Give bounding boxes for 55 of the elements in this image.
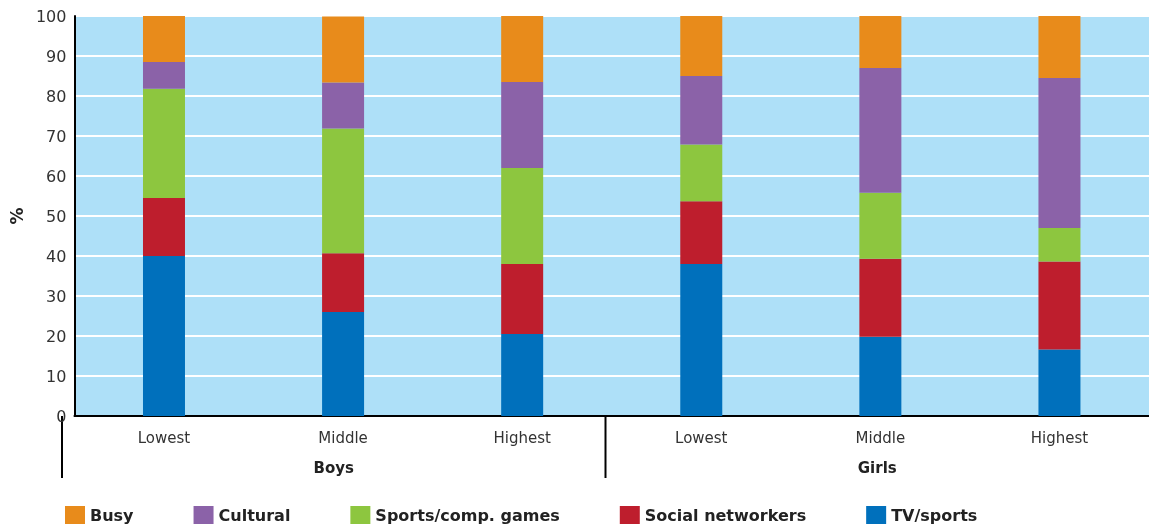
bar [501, 82, 544, 168]
legend-label: Social networkers [644, 505, 807, 525]
x-tick-label: Middle [318, 428, 368, 447]
bar [322, 312, 365, 416]
bar [859, 336, 902, 416]
bar [501, 16, 544, 82]
y-tick-label: 90 [46, 46, 67, 66]
bar [142, 198, 185, 256]
y-tick-label: 0 [56, 406, 67, 426]
bar [501, 264, 544, 334]
y-tick-label: 10 [46, 366, 67, 386]
bar [859, 192, 902, 259]
bar [322, 82, 365, 129]
bar [501, 168, 544, 264]
legend-label: Sports/comp. games [375, 505, 560, 525]
bar [680, 76, 723, 145]
bar [142, 16, 185, 62]
bar [142, 88, 185, 198]
bar [322, 16, 365, 83]
x-tick-label: Middle [855, 428, 906, 447]
y-tick-label: 20 [46, 326, 67, 346]
bar [1038, 78, 1081, 228]
y-axis-title: % [6, 207, 27, 225]
text: Boys [313, 459, 355, 477]
y-tick-label: 80 [46, 86, 67, 106]
bar [142, 256, 185, 416]
bar [859, 258, 902, 337]
x-tick-label: Lowest [137, 428, 191, 447]
bar [859, 68, 902, 193]
y-tick-label: 50 [46, 206, 67, 226]
x-tick-label: Highest [493, 428, 551, 447]
x-tick-label: Highest [1030, 428, 1089, 447]
y-tick-label: 60 [46, 166, 67, 186]
bar [680, 144, 723, 202]
bar [322, 253, 365, 312]
legend-label: Cultural [218, 505, 291, 525]
bar [322, 128, 365, 254]
bar [680, 264, 723, 416]
bar [859, 16, 902, 68]
bar [1038, 228, 1081, 262]
y-tick-label: 100 [35, 6, 67, 26]
bar [1038, 349, 1081, 416]
bar [680, 16, 723, 76]
legend-label: TV/sports [891, 505, 978, 525]
legend-label: Busy [90, 505, 135, 525]
x-tick-label: Lowest [675, 428, 728, 447]
y-tick-label: 70 [46, 126, 67, 146]
bar [142, 62, 185, 89]
bar [680, 201, 723, 264]
bar [1038, 16, 1081, 78]
text: Girls [857, 459, 897, 477]
y-tick-label: 40 [46, 246, 67, 266]
bar [501, 334, 544, 416]
y-tick-label: 30 [46, 286, 67, 306]
bar [1038, 261, 1081, 350]
